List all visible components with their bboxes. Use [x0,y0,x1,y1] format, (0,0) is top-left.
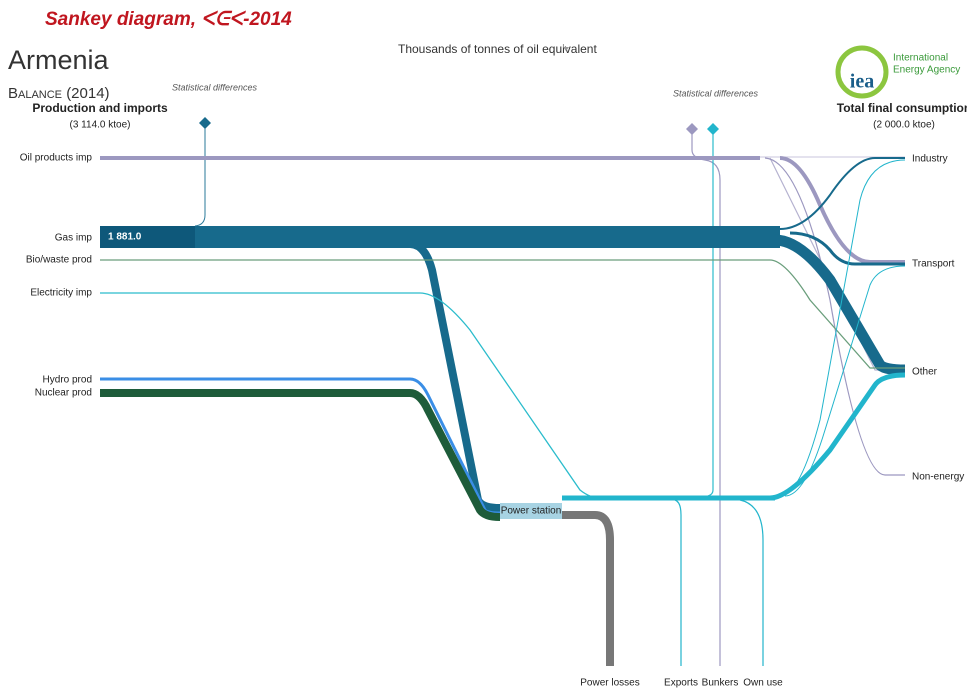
flow [562,511,614,666]
diamond[interactable] [686,123,698,135]
sink-label: Industry [912,154,948,165]
flow [100,259,905,369]
flow [779,159,906,497]
flow [699,130,714,498]
flow [674,499,682,666]
node-label: Power station [501,506,562,517]
logo-text: International [893,53,948,64]
sink-label: Transport [912,259,955,270]
flow-highlight [100,226,195,248]
subtitle: Balance (2014) [8,85,110,102]
power-station-node[interactable] [500,503,562,519]
flow [779,156,905,264]
diamond[interactable] [199,117,211,129]
source-label: Oil products imp [20,153,93,164]
flow [769,372,906,501]
source-label: Electricity imp [30,288,92,299]
flows [100,123,906,666]
output-label: Power losses [580,678,639,689]
sink-label: Non-energy use [912,472,967,483]
flow [100,389,501,521]
flow [764,157,905,476]
title: Sankey diagram, ᐸᕮᐸ-2014 [45,9,292,30]
flow [691,130,721,666]
output-label: Exports [664,678,698,689]
logo-mark: iea [850,71,874,93]
right-total: (2 000.0 ktoe) [873,120,935,131]
output-labels: Power losses Exports Bunkers Own use [580,678,783,689]
flow [194,123,206,227]
output-label: Own use [743,678,783,689]
flow [789,231,905,266]
source-label: Bio/waste prod [26,255,92,266]
dropdown-arrow[interactable] [563,47,569,51]
flow [784,265,906,497]
unit: Thousands of tonnes of oil equivalent [398,42,597,56]
source-label: Hydro prod [43,375,92,386]
left-heading: Production and imports [32,101,168,115]
output-label: Bunkers [702,678,739,689]
flow-label: 1 881.0 [108,232,142,243]
right-heading: Total final consumption [837,101,967,115]
stat-diff-label: Statistical differences [172,82,258,92]
stat-diff-label: Statistical differences [673,88,759,98]
logo-text: Energy Agency [893,65,960,76]
flow [100,377,501,515]
flow [739,499,764,666]
sink-labels: Industry Transport Other Non-energy use [912,154,967,483]
flow [774,234,906,376]
flow [779,157,905,230]
left-total: (3 114.0 ktoe) [70,120,131,131]
source-labels: Oil products imp Gas imp Bio/waste prod … [20,153,93,399]
logo-ring [835,45,889,99]
source-label: Nuclear prod [35,388,92,399]
country: Armenia [8,45,110,75]
diamond[interactable] [707,123,719,135]
sink-label: Other [912,367,938,378]
source-label: Gas imp [55,233,93,244]
flow [409,240,501,512]
